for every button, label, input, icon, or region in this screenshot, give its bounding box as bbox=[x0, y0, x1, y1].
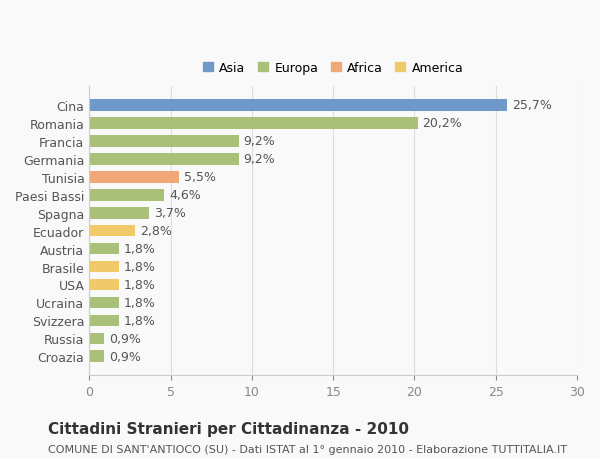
Bar bbox=[89, 190, 164, 201]
Text: 1,8%: 1,8% bbox=[124, 314, 155, 327]
Bar bbox=[89, 243, 119, 255]
Text: 9,2%: 9,2% bbox=[244, 153, 275, 166]
Legend: Asia, Europa, Africa, America: Asia, Europa, Africa, America bbox=[197, 56, 470, 81]
Text: Cittadini Stranieri per Cittadinanza - 2010: Cittadini Stranieri per Cittadinanza - 2… bbox=[48, 421, 409, 436]
Bar bbox=[89, 279, 119, 291]
Bar bbox=[89, 315, 119, 326]
Bar bbox=[89, 100, 507, 112]
Bar bbox=[89, 154, 239, 165]
Text: COMUNE DI SANT'ANTIOCO (SU) - Dati ISTAT al 1° gennaio 2010 - Elaborazione TUTTI: COMUNE DI SANT'ANTIOCO (SU) - Dati ISTAT… bbox=[48, 444, 567, 454]
Bar bbox=[89, 297, 119, 308]
Bar bbox=[89, 136, 239, 147]
Bar bbox=[89, 333, 104, 344]
Text: 0,9%: 0,9% bbox=[109, 332, 140, 345]
Bar bbox=[89, 261, 119, 273]
Text: 0,9%: 0,9% bbox=[109, 350, 140, 363]
Bar bbox=[89, 351, 104, 362]
Text: 5,5%: 5,5% bbox=[184, 171, 215, 184]
Text: 1,8%: 1,8% bbox=[124, 297, 155, 309]
Text: 1,8%: 1,8% bbox=[124, 279, 155, 291]
Text: 20,2%: 20,2% bbox=[422, 117, 463, 130]
Bar bbox=[89, 207, 149, 219]
Text: 3,7%: 3,7% bbox=[154, 207, 186, 220]
Bar bbox=[89, 172, 179, 183]
Bar bbox=[89, 118, 418, 129]
Text: 1,8%: 1,8% bbox=[124, 260, 155, 274]
Text: 9,2%: 9,2% bbox=[244, 135, 275, 148]
Bar bbox=[89, 225, 135, 237]
Text: 25,7%: 25,7% bbox=[512, 99, 552, 112]
Text: 1,8%: 1,8% bbox=[124, 242, 155, 256]
Text: 2,8%: 2,8% bbox=[140, 224, 172, 238]
Text: 4,6%: 4,6% bbox=[169, 189, 200, 202]
